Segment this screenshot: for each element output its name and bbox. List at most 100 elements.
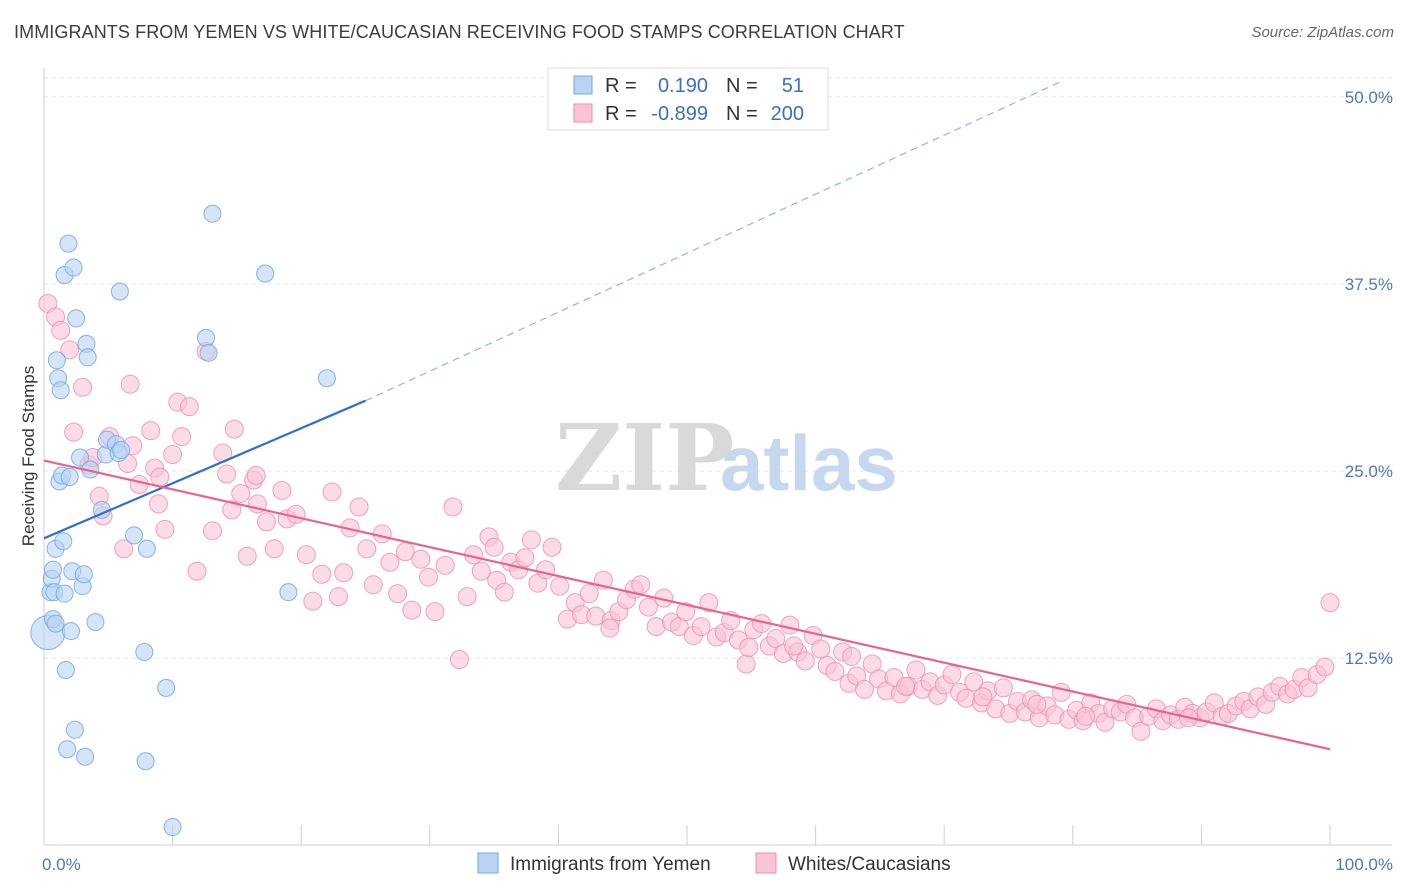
legend-r-value-1: 0.190 xyxy=(658,75,708,97)
bottom-legend-yemen: Immigrants from Yemen xyxy=(510,854,711,875)
data-point-whites xyxy=(471,561,491,581)
y-tick-label: 25.0% xyxy=(1345,462,1393,481)
data-point-whites xyxy=(1051,682,1071,702)
bottom-legend-swatch-yemen xyxy=(477,852,499,874)
data-point-whites xyxy=(515,548,535,568)
series-yemen-points xyxy=(30,204,336,837)
trend-line-yemen-extrapolated xyxy=(365,81,1061,402)
data-point-whites xyxy=(328,587,348,607)
y-tick-labels: 12.5% 25.0% 37.5% 50.0% xyxy=(1345,88,1393,668)
data-point-yemen xyxy=(199,343,218,362)
legend-r-label-2: R = xyxy=(605,103,637,125)
legend-swatch-whites xyxy=(573,103,593,123)
data-point-yemen xyxy=(78,348,97,367)
data-point-whites xyxy=(357,539,377,559)
data-point-yemen xyxy=(58,740,77,759)
data-point-yemen xyxy=(203,204,222,223)
data-point-yemen xyxy=(62,622,81,641)
data-point-whites xyxy=(64,422,84,442)
data-point-whites xyxy=(129,474,149,494)
x-tick-labels: 0.0% 100.0% xyxy=(42,855,1393,874)
data-point-yemen xyxy=(54,532,73,551)
data-point-yemen xyxy=(64,258,83,277)
data-point-whites xyxy=(179,397,199,417)
data-point-whites xyxy=(494,582,514,602)
data-point-yemen xyxy=(60,467,79,486)
data-point-whites xyxy=(73,377,93,397)
data-point-whites xyxy=(484,537,504,557)
data-point-whites xyxy=(163,445,183,465)
data-point-whites xyxy=(521,530,541,550)
data-point-whites xyxy=(246,465,266,485)
data-point-whites xyxy=(272,480,292,500)
data-point-whites xyxy=(231,483,251,503)
data-point-whites xyxy=(449,649,469,669)
data-point-whites xyxy=(172,427,192,447)
data-point-whites xyxy=(699,593,719,613)
data-point-whites xyxy=(303,591,323,611)
data-point-yemen xyxy=(47,351,66,370)
data-point-whites xyxy=(795,651,815,671)
watermark-zip: ZIP xyxy=(555,404,734,512)
data-point-whites xyxy=(784,636,804,656)
legend-n-label-2: N = xyxy=(726,103,758,125)
legend-r-value-2: -0.899 xyxy=(651,103,708,125)
data-point-yemen xyxy=(317,369,336,388)
legend-n-value-1: 51 xyxy=(782,75,804,97)
data-point-whites xyxy=(411,549,431,569)
data-point-whites xyxy=(388,584,408,604)
data-point-whites xyxy=(1315,657,1335,677)
data-point-yemen xyxy=(197,328,216,347)
data-point-whites xyxy=(237,546,257,566)
data-point-whites xyxy=(443,497,463,517)
y-tick-label: 50.0% xyxy=(1345,88,1393,107)
data-point-yemen xyxy=(44,560,63,579)
data-point-whites xyxy=(296,545,316,565)
data-point-whites xyxy=(906,660,926,680)
trend-line-whites xyxy=(43,459,1331,751)
data-point-yemen xyxy=(56,660,75,679)
data-point-yemen xyxy=(125,526,144,545)
watermark-atlas: atlas xyxy=(720,419,898,507)
data-point-whites xyxy=(148,494,168,514)
data-point-yemen xyxy=(157,678,176,697)
data-point-whites xyxy=(380,552,400,572)
data-point-yemen xyxy=(86,613,105,632)
data-point-whites xyxy=(155,519,175,539)
data-point-whites xyxy=(542,537,562,557)
data-point-whites xyxy=(363,575,383,595)
data-point-whites xyxy=(811,639,831,659)
bottom-legend: Immigrants from Yemen Whites/Caucasians xyxy=(477,852,951,875)
data-point-whites xyxy=(973,687,993,707)
legend-swatch-yemen xyxy=(573,75,593,95)
data-point-whites xyxy=(286,504,306,524)
legend-n-label-1: N = xyxy=(726,75,758,97)
data-point-whites xyxy=(964,672,984,692)
data-point-whites xyxy=(187,561,207,581)
data-point-whites xyxy=(638,597,658,617)
data-point-yemen xyxy=(76,747,95,766)
data-point-whites xyxy=(217,464,237,484)
data-point-whites xyxy=(224,419,244,439)
data-point-whites xyxy=(676,602,696,622)
data-point-whites xyxy=(854,679,874,699)
data-point-whites xyxy=(264,539,284,559)
data-point-whites xyxy=(51,320,71,340)
data-point-yemen xyxy=(67,309,86,328)
data-point-yemen xyxy=(136,752,155,771)
data-point-yemen xyxy=(71,448,90,467)
data-point-whites xyxy=(536,560,556,580)
y-tick-label: 12.5% xyxy=(1345,649,1393,668)
data-point-whites xyxy=(1298,678,1318,698)
data-point-yemen xyxy=(74,565,93,584)
bottom-legend-whites: Whites/Caucasians xyxy=(788,854,951,875)
data-point-yemen xyxy=(59,234,78,253)
data-point-whites xyxy=(825,661,845,681)
data-point-whites xyxy=(402,600,422,620)
data-point-yemen xyxy=(55,584,74,603)
legend-n-value-2: 200 xyxy=(771,103,804,125)
data-point-whites xyxy=(419,567,439,587)
data-point-whites xyxy=(600,618,620,638)
y-axis-label: Receiving Food Stamps xyxy=(19,366,38,546)
data-point-whites xyxy=(256,512,276,532)
